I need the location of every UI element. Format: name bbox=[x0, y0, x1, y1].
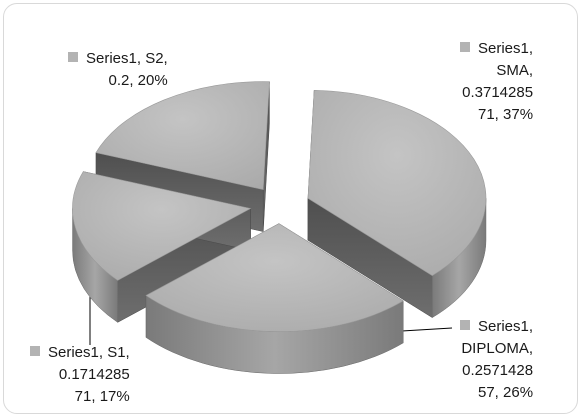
pie-slice-diploma bbox=[145, 223, 404, 374]
data-label-s1: Series1, S1, 0.1714285 71, 17% bbox=[30, 342, 130, 408]
data-label-sma: Series1, SMA, 0.3714285 71, 37% bbox=[460, 38, 533, 126]
pie-slice-diploma-top bbox=[145, 223, 404, 332]
pie-slice-s2-top bbox=[95, 81, 270, 190]
pie-slice-s1-top bbox=[72, 171, 252, 281]
data-label-s2: Series1, S2, 0.2, 20% bbox=[68, 48, 168, 92]
pie-slice-sma bbox=[307, 90, 487, 319]
legend-swatch-s1 bbox=[30, 346, 40, 356]
legend-swatch-s2 bbox=[68, 52, 78, 62]
data-label-diploma: Series1, DIPLOMA, 0.2571428 57, 26% bbox=[460, 318, 534, 401]
pie-slice-sma-top bbox=[307, 90, 487, 276]
legend-swatch-sma bbox=[460, 42, 470, 52]
legend-swatch-diploma bbox=[460, 320, 470, 330]
